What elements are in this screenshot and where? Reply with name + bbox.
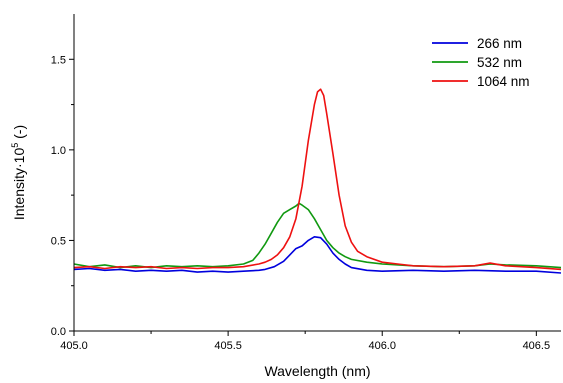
x-tick-label: 405.0 xyxy=(60,340,88,352)
y-ticks: 0.0 0.5 1.0 1.5 xyxy=(51,54,74,338)
series-line-1064-nm xyxy=(73,88,562,271)
y-axis-title-prefix: Intensity·10 xyxy=(11,148,27,221)
y-tick-label: 0.0 xyxy=(51,326,66,338)
y-tick-label: 1.0 xyxy=(51,145,66,157)
x-ticks: 405.0 405.5 406.0 406.5 xyxy=(60,331,550,352)
legend-label: 532 nm xyxy=(477,55,522,70)
y-tick-label: 1.5 xyxy=(51,54,66,66)
legend-label: 1064 nm xyxy=(477,74,530,89)
legend-label: 266 nm xyxy=(477,36,522,51)
series-line-532-nm xyxy=(73,202,562,269)
plot-lines xyxy=(73,88,562,274)
x-tick-label: 406.5 xyxy=(523,340,551,352)
y-tick-label: 0.5 xyxy=(51,235,66,247)
y-axis-title-exponent: 5 xyxy=(10,143,20,148)
y-axis-title: Intensity·105 (-) xyxy=(10,125,27,220)
y-axis-title-suffix: (-) xyxy=(11,125,27,143)
axes xyxy=(73,14,561,332)
series-line-266-nm xyxy=(73,236,562,274)
x-axis-title: Wavelength (nm) xyxy=(264,363,370,379)
x-tick-label: 405.5 xyxy=(214,340,242,352)
x-tick-label: 406.0 xyxy=(368,340,396,352)
legend: 266 nm 532 nm 1064 nm xyxy=(432,36,530,89)
